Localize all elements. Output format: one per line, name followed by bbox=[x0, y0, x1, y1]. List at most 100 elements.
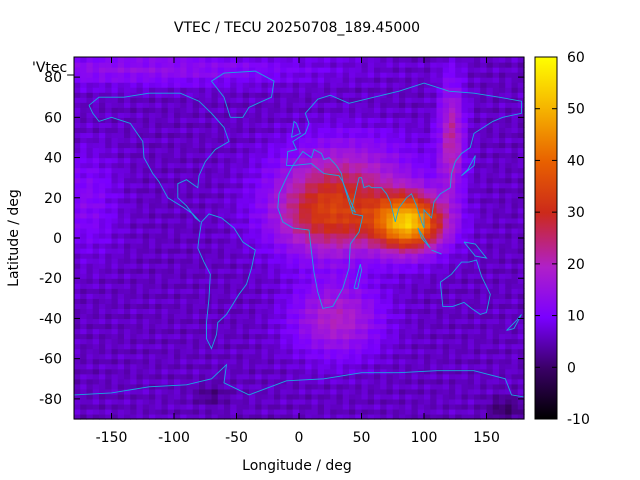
heatmap-cell bbox=[361, 137, 369, 144]
heatmap-cell bbox=[249, 172, 256, 179]
heatmap-cell bbox=[392, 253, 400, 259]
heatmap-cell bbox=[130, 232, 138, 239]
heatmap-cell bbox=[399, 102, 406, 108]
heatmap-cell bbox=[474, 393, 481, 400]
heatmap-cell bbox=[236, 303, 244, 309]
heatmap-cell bbox=[105, 303, 113, 309]
heatmap-cell bbox=[205, 82, 213, 88]
heatmap-cell bbox=[167, 132, 175, 139]
heatmap-cell bbox=[455, 323, 463, 330]
heatmap-cell bbox=[361, 338, 369, 345]
heatmap-cell bbox=[155, 232, 163, 239]
heatmap-cell bbox=[124, 338, 131, 345]
heatmap-cell bbox=[174, 67, 181, 73]
heatmap-cell bbox=[305, 172, 313, 179]
heatmap-cell bbox=[211, 338, 219, 345]
heatmap-cell bbox=[280, 197, 288, 204]
heatmap-cell bbox=[280, 177, 288, 184]
heatmap-cell bbox=[211, 127, 219, 134]
heatmap-cell bbox=[174, 343, 181, 350]
heatmap-cell bbox=[192, 122, 200, 128]
heatmap-cell bbox=[92, 253, 100, 259]
heatmap-cell bbox=[80, 232, 88, 239]
heatmap-cell bbox=[274, 348, 281, 355]
heatmap-cell bbox=[74, 172, 81, 179]
heatmap-cell bbox=[367, 273, 375, 279]
heatmap-cell bbox=[86, 238, 94, 244]
heatmap-cell bbox=[499, 358, 506, 365]
heatmap-cell bbox=[199, 72, 206, 78]
heatmap-cell bbox=[292, 378, 300, 385]
heatmap-cell bbox=[124, 313, 131, 320]
heatmap-cell bbox=[80, 258, 88, 264]
heatmap-cell bbox=[380, 363, 388, 370]
heatmap-cell bbox=[180, 117, 188, 123]
heatmap-cell bbox=[499, 217, 506, 224]
heatmap-cell bbox=[449, 373, 456, 380]
heatmap-cell bbox=[261, 227, 269, 234]
heatmap-cell bbox=[417, 77, 425, 83]
heatmap-cell bbox=[324, 318, 331, 325]
heatmap-cell bbox=[292, 92, 300, 98]
heatmap-cell bbox=[380, 152, 388, 159]
heatmap-cell bbox=[330, 353, 338, 360]
heatmap-cell bbox=[374, 202, 381, 209]
heatmap-cell bbox=[486, 187, 494, 194]
heatmap-cell bbox=[442, 288, 450, 294]
heatmap-cell bbox=[417, 162, 425, 169]
heatmap-cell bbox=[205, 288, 213, 294]
heatmap-cell bbox=[467, 393, 475, 400]
heatmap-cell bbox=[449, 238, 456, 244]
heatmap-cell bbox=[224, 207, 231, 214]
heatmap-cell bbox=[461, 107, 469, 113]
heatmap-cell bbox=[286, 212, 294, 219]
heatmap-cell bbox=[249, 293, 256, 299]
heatmap-cell bbox=[317, 368, 325, 375]
heatmap-cell bbox=[392, 363, 400, 370]
heatmap-cell bbox=[142, 303, 150, 309]
heatmap-cell bbox=[317, 323, 325, 330]
heatmap-cell bbox=[211, 167, 219, 174]
heatmap-cell bbox=[392, 157, 400, 164]
heatmap-cell bbox=[336, 328, 344, 335]
heatmap-cell bbox=[155, 408, 163, 415]
heatmap-cell bbox=[224, 373, 231, 380]
heatmap-cell bbox=[105, 378, 113, 385]
heatmap-cell bbox=[74, 323, 81, 330]
heatmap-cell bbox=[199, 318, 206, 325]
heatmap-cell bbox=[149, 202, 156, 209]
heatmap-cell bbox=[192, 62, 200, 68]
heatmap-cell bbox=[261, 82, 269, 88]
heatmap-cell bbox=[349, 318, 356, 325]
heatmap-cell bbox=[430, 162, 438, 169]
heatmap-cell bbox=[424, 92, 431, 98]
heatmap-cell bbox=[261, 202, 269, 209]
heatmap-cell bbox=[142, 182, 150, 189]
heatmap-cell bbox=[424, 97, 431, 103]
heatmap-cell bbox=[305, 187, 313, 194]
heatmap-cell bbox=[417, 378, 425, 385]
heatmap-cell bbox=[136, 147, 144, 154]
heatmap-cell bbox=[392, 378, 400, 385]
heatmap-cell bbox=[99, 147, 106, 154]
heatmap-cell bbox=[167, 62, 175, 68]
heatmap-cell bbox=[124, 97, 131, 103]
heatmap-cell bbox=[242, 288, 250, 294]
heatmap-cell bbox=[349, 62, 356, 68]
heatmap-cell bbox=[449, 192, 456, 199]
heatmap-cell bbox=[192, 348, 200, 355]
heatmap-cell bbox=[199, 202, 206, 209]
heatmap-cell bbox=[455, 92, 463, 98]
heatmap-cell bbox=[242, 348, 250, 355]
heatmap-cell bbox=[280, 222, 288, 229]
heatmap-cell bbox=[374, 398, 381, 405]
heatmap-cell bbox=[261, 323, 269, 330]
heatmap-cell bbox=[199, 87, 206, 93]
heatmap-cell bbox=[430, 253, 438, 259]
heatmap-cell bbox=[211, 87, 219, 93]
heatmap-cell bbox=[430, 157, 438, 164]
heatmap-cell bbox=[349, 162, 356, 169]
heatmap-cell bbox=[474, 152, 481, 159]
heatmap-cell bbox=[474, 303, 481, 309]
heatmap-cell bbox=[99, 97, 106, 103]
